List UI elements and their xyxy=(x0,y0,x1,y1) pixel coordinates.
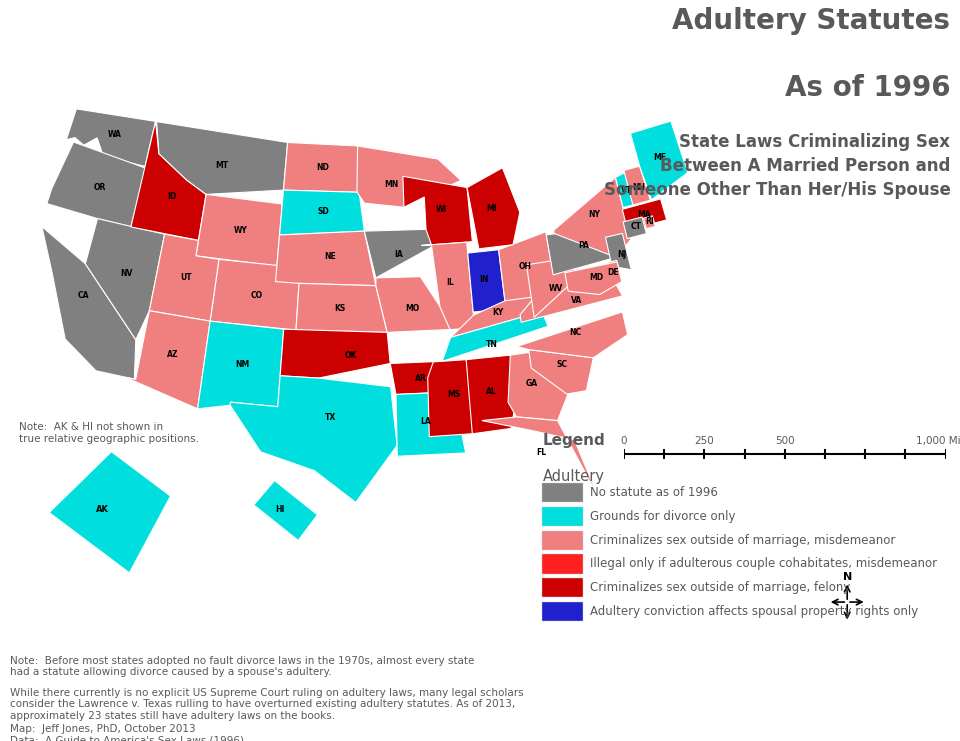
Text: AR: AR xyxy=(416,373,427,382)
Polygon shape xyxy=(520,268,622,322)
Text: Legend: Legend xyxy=(542,433,605,448)
Polygon shape xyxy=(516,312,628,358)
Text: Grounds for divorce only: Grounds for divorce only xyxy=(590,510,736,523)
Polygon shape xyxy=(198,321,284,409)
Text: NV: NV xyxy=(120,270,132,279)
Polygon shape xyxy=(606,233,632,270)
Text: MD: MD xyxy=(589,273,603,282)
Polygon shape xyxy=(467,167,519,249)
Polygon shape xyxy=(643,216,656,229)
Polygon shape xyxy=(230,376,397,502)
Text: VT: VT xyxy=(621,186,633,195)
Text: VA: VA xyxy=(570,296,582,305)
Text: WA: WA xyxy=(108,130,122,139)
Text: DE: DE xyxy=(608,268,619,277)
Text: NE: NE xyxy=(324,253,335,262)
Text: AK: AK xyxy=(95,505,108,514)
Polygon shape xyxy=(623,217,646,239)
Text: Illegal only if adulterous couple cohabitates, misdemeanor: Illegal only if adulterous couple cohabi… xyxy=(590,557,938,571)
Text: TX: TX xyxy=(324,413,336,422)
Text: AL: AL xyxy=(486,388,496,396)
Polygon shape xyxy=(279,190,365,235)
Polygon shape xyxy=(276,231,376,286)
Polygon shape xyxy=(564,262,622,294)
Polygon shape xyxy=(403,176,472,245)
Text: FL: FL xyxy=(537,448,546,457)
Text: NC: NC xyxy=(569,328,582,337)
Text: Criminalizes sex outside of marriage, misdemeanor: Criminalizes sex outside of marriage, mi… xyxy=(590,534,896,547)
Text: 1,000 Miles: 1,000 Miles xyxy=(916,436,960,445)
Text: While there currently is no explicit US Supreme Court ruling on adultery laws, m: While there currently is no explicit US … xyxy=(10,688,523,721)
Text: UT: UT xyxy=(180,273,192,282)
Text: MO: MO xyxy=(405,304,420,313)
Text: 500: 500 xyxy=(775,436,795,445)
Polygon shape xyxy=(482,417,598,498)
Polygon shape xyxy=(546,226,616,275)
Text: ID: ID xyxy=(168,192,177,201)
Polygon shape xyxy=(615,167,635,207)
Text: WY: WY xyxy=(233,226,247,235)
Polygon shape xyxy=(631,121,687,200)
Polygon shape xyxy=(421,242,474,330)
Text: ME: ME xyxy=(653,153,666,162)
Polygon shape xyxy=(450,297,542,337)
Polygon shape xyxy=(283,142,360,192)
Polygon shape xyxy=(624,166,650,205)
Text: State Laws Criminalizing Sex
Between A Married Person and
Someone Other Than Her: State Laws Criminalizing Sex Between A M… xyxy=(604,133,950,199)
Polygon shape xyxy=(390,361,453,394)
Text: ND: ND xyxy=(316,164,329,173)
Polygon shape xyxy=(554,177,631,257)
Text: N: N xyxy=(843,572,852,582)
Polygon shape xyxy=(375,276,455,333)
Polygon shape xyxy=(526,261,583,317)
Text: WI: WI xyxy=(436,205,447,214)
Polygon shape xyxy=(42,227,135,379)
Text: MI: MI xyxy=(486,204,496,213)
Polygon shape xyxy=(529,350,593,394)
Polygon shape xyxy=(508,348,568,421)
Text: 0: 0 xyxy=(621,436,627,445)
Polygon shape xyxy=(428,359,478,436)
Text: SD: SD xyxy=(318,207,329,216)
Polygon shape xyxy=(296,283,387,333)
Polygon shape xyxy=(131,122,206,240)
Polygon shape xyxy=(467,355,516,433)
Text: MS: MS xyxy=(446,391,460,399)
Text: PA: PA xyxy=(578,241,588,250)
Polygon shape xyxy=(365,229,436,278)
Polygon shape xyxy=(66,109,156,167)
Text: CO: CO xyxy=(251,291,262,300)
Text: Criminalizes sex outside of marriage, felony: Criminalizes sex outside of marriage, fe… xyxy=(590,581,851,594)
Polygon shape xyxy=(126,310,210,409)
Polygon shape xyxy=(253,480,318,540)
Text: Map:  Jeff Jones, PhD, October 2013
Data:  A Guide to America's Sex Laws (1996)
: Map: Jeff Jones, PhD, October 2013 Data:… xyxy=(10,724,366,741)
Polygon shape xyxy=(150,234,219,321)
Polygon shape xyxy=(622,199,666,230)
Polygon shape xyxy=(357,146,461,207)
Text: MN: MN xyxy=(384,180,398,189)
Text: OK: OK xyxy=(345,351,357,360)
Text: KS: KS xyxy=(334,304,346,313)
Text: CA: CA xyxy=(78,291,89,300)
Polygon shape xyxy=(85,219,164,340)
Text: Note:  Before most states adopted no fault divorce laws in the 1970s, almost eve: Note: Before most states adopted no faul… xyxy=(10,656,474,677)
Polygon shape xyxy=(196,194,282,266)
Polygon shape xyxy=(468,250,506,312)
Text: WV: WV xyxy=(548,284,563,293)
Text: Adultery Statutes: Adultery Statutes xyxy=(672,7,950,36)
Text: MT: MT xyxy=(215,161,228,170)
Text: IL: IL xyxy=(446,278,454,288)
Polygon shape xyxy=(47,142,146,227)
Text: KY: KY xyxy=(492,308,503,317)
Text: TN: TN xyxy=(486,340,497,349)
Text: 250: 250 xyxy=(694,436,714,445)
Text: LA: LA xyxy=(420,417,431,426)
Text: NM: NM xyxy=(235,360,250,369)
Polygon shape xyxy=(49,452,171,573)
Text: NJ: NJ xyxy=(616,250,626,259)
Text: MA: MA xyxy=(637,210,651,219)
Polygon shape xyxy=(280,329,390,378)
Text: IN: IN xyxy=(480,275,489,284)
Text: SC: SC xyxy=(557,360,567,370)
Text: Note:  AK & HI not shown in
true relative geographic positions.: Note: AK & HI not shown in true relative… xyxy=(19,422,200,444)
